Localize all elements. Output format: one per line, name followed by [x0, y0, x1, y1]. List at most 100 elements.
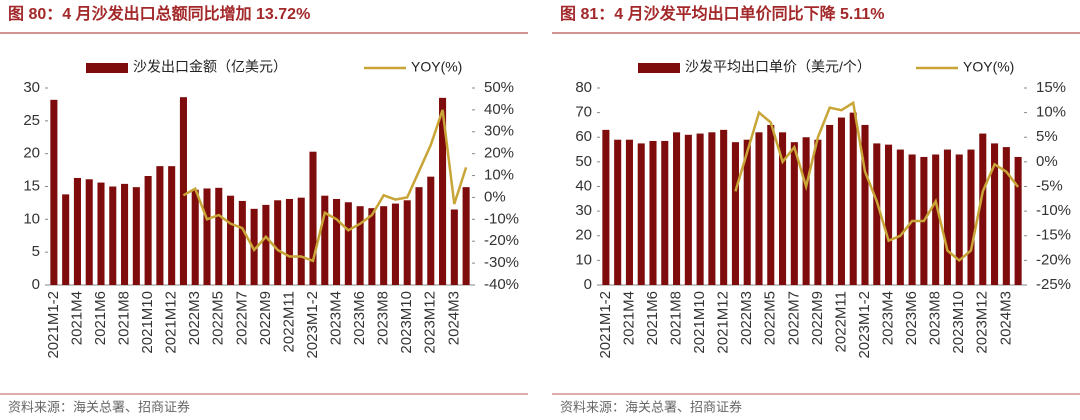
x-tick-label: 2021M6: [644, 291, 661, 345]
bar: [602, 129, 610, 285]
x-tick-label: 2023M10: [950, 291, 967, 354]
bar: [191, 189, 199, 285]
y-tick-label: 70: [575, 104, 592, 121]
bar: [625, 139, 633, 285]
bar: [250, 208, 258, 285]
bar: [1014, 156, 1022, 285]
bar: [967, 149, 975, 285]
bar: [391, 203, 399, 285]
bar: [614, 139, 622, 285]
y-tick-label: 0: [584, 276, 592, 293]
bar: [97, 182, 105, 285]
x-tick-label: 2021M10: [691, 291, 708, 354]
bar: [637, 143, 645, 285]
bar: [684, 134, 692, 285]
x-tick-label: 2024M3: [997, 291, 1014, 345]
bar: [368, 208, 376, 285]
bar: [661, 140, 669, 285]
y-tick-label: 0: [32, 276, 40, 293]
bar: [885, 144, 893, 285]
line: [734, 100, 1020, 263]
bar: [356, 206, 364, 285]
bar: [121, 183, 129, 285]
bar: [144, 175, 152, 285]
bar: [73, 177, 81, 285]
chart-title: 图 81：4 月沙发平均出口单价同比下降 5.11%: [560, 4, 885, 23]
bar: [755, 132, 763, 285]
x-tick-label: 2021M4: [68, 291, 85, 345]
bar: [297, 197, 305, 285]
y2-tick-label: 10%: [484, 167, 514, 184]
y-tick-label: 30: [23, 79, 40, 96]
source-note: 资料来源：海关总署、招商证券: [560, 399, 742, 414]
y2-tick-label: -25%: [1036, 276, 1071, 293]
y-tick-label: 60: [575, 128, 592, 145]
y2-tick-label: -10%: [484, 210, 519, 227]
bar: [450, 209, 458, 285]
bar: [85, 179, 93, 285]
y-tick-label: 10: [23, 210, 40, 227]
bar: [673, 132, 681, 285]
bar: [309, 151, 317, 285]
bar: [203, 188, 211, 285]
bar: [415, 187, 423, 285]
bar: [896, 149, 904, 285]
bar: [1002, 147, 1010, 285]
bar: [439, 97, 447, 285]
legend-swatch: [86, 63, 128, 73]
x-tick-label: 2022M3: [186, 291, 203, 345]
y-tick-label: 10: [575, 251, 592, 268]
bar: [991, 143, 999, 285]
x-tick-label: 2022M3: [738, 291, 755, 345]
bar: [802, 137, 810, 285]
y2-tick-label: 0%: [1036, 153, 1058, 170]
x-tick-label: 2022M9: [809, 291, 826, 345]
bar: [333, 198, 341, 285]
x-tick-label: 2021M12: [715, 291, 732, 354]
y2-tick-label: 40%: [484, 101, 514, 118]
x-tick-label: 2022M7: [785, 291, 802, 345]
bar: [285, 198, 293, 285]
x-tick-label: 2021M4: [620, 291, 637, 345]
bar: [837, 117, 845, 285]
y2-tick-label: -40%: [484, 276, 519, 293]
x-tick-label: 2022M5: [762, 291, 779, 345]
y-tick-label: 20: [23, 145, 40, 162]
bar: [262, 204, 270, 285]
x-tick-label: 2021M8: [668, 291, 685, 345]
y-tick-label: 30: [575, 202, 592, 219]
y2-tick-label: 20%: [484, 145, 514, 162]
bar: [861, 124, 869, 285]
bar: [790, 142, 798, 285]
bar: [826, 124, 834, 285]
y-tick-label: 80: [575, 79, 592, 96]
bar: [767, 124, 775, 285]
bar: [380, 206, 388, 285]
x-tick-label: 2022M11: [280, 291, 297, 352]
legend-label: YOY(%): [963, 59, 1014, 75]
bar: [462, 187, 470, 285]
x-tick-label: 2021M8: [116, 291, 133, 345]
bar: [179, 97, 187, 286]
bar: [344, 202, 352, 285]
x-tick-label: 2021M12: [163, 291, 180, 354]
bar: [168, 166, 176, 285]
legend-label: 沙发出口金额（亿美元）: [133, 59, 287, 75]
y2-tick-label: 5%: [1036, 128, 1058, 145]
x-tick-label: 2021M6: [92, 291, 109, 345]
bar: [227, 195, 235, 285]
x-tick-label: 2023M1-2: [856, 291, 873, 359]
x-tick-label: 2021M1-2: [45, 291, 62, 359]
bar: [779, 132, 787, 285]
y2-tick-label: -20%: [484, 232, 519, 249]
x-tick-label: 2023M10: [398, 291, 415, 354]
bar: [731, 142, 739, 285]
x-tick-label: 2023M8: [927, 291, 944, 345]
legend-swatch: [638, 63, 680, 73]
y2-tick-label: 50%: [484, 79, 514, 96]
x-tick-label: 2023M8: [375, 291, 392, 345]
x-tick-label: 2022M5: [210, 291, 227, 345]
bar: [62, 194, 70, 285]
y2-tick-label: -10%: [1036, 202, 1071, 219]
